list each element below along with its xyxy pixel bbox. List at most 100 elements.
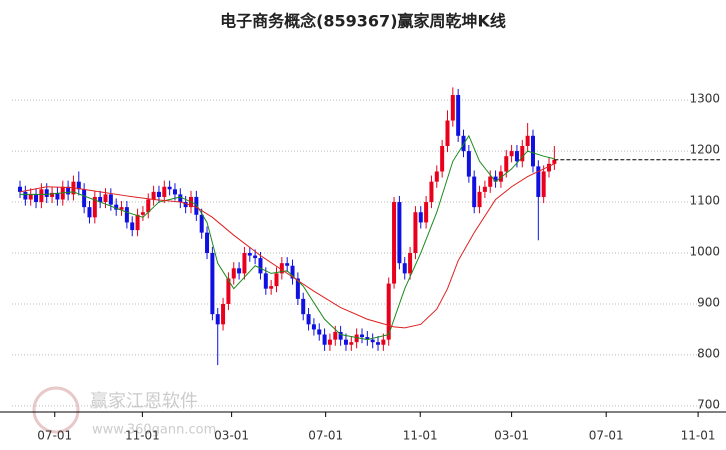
candle-body — [466, 151, 471, 177]
candle-body — [146, 199, 151, 213]
candle-body — [381, 339, 386, 345]
candle-body — [18, 186, 23, 192]
candle-body — [290, 265, 295, 279]
x-tick-label: 03-01 — [494, 429, 529, 443]
candle-body — [413, 212, 418, 254]
x-tick-label: 07-01 — [37, 429, 72, 443]
moving-average — [20, 134, 555, 341]
y-tick-label: 1100 — [689, 194, 720, 208]
candle-body — [359, 334, 364, 338]
chart-title: 电子商务概念(859367)赢家周乾坤K线 — [220, 12, 506, 31]
candle-body — [258, 258, 263, 274]
candle-body — [247, 253, 252, 256]
candle-body — [440, 145, 445, 172]
candle-body — [130, 222, 135, 231]
x-tick-label: 11-01 — [403, 429, 438, 443]
candle-body — [210, 253, 215, 315]
y-tick-label: 1000 — [689, 245, 720, 259]
watermark: www.360gann.com — [92, 423, 216, 438]
candle-body — [402, 263, 407, 274]
candle-body — [504, 156, 509, 172]
candle-body — [354, 334, 359, 343]
candle-body — [279, 263, 284, 274]
candle-body — [365, 337, 370, 340]
candle-body — [327, 339, 332, 345]
watermark: 赢家江恩软件 — [90, 390, 198, 412]
candle-body — [172, 189, 177, 195]
candle-body — [140, 212, 145, 215]
candle-body — [162, 186, 167, 197]
candle-body — [338, 331, 343, 340]
candle-body — [274, 273, 279, 287]
candle-body — [194, 196, 199, 215]
candle-body — [418, 212, 423, 223]
candle-body — [242, 253, 247, 274]
candle-body — [552, 159, 557, 164]
candle-body — [87, 207, 92, 218]
candle-body — [472, 176, 477, 208]
candle-body — [124, 207, 129, 223]
candle-body — [199, 214, 204, 233]
candle-body — [349, 342, 354, 345]
candle-body — [231, 268, 236, 279]
candle-body — [514, 151, 519, 162]
candle-body — [477, 191, 482, 208]
candle-body — [306, 314, 311, 325]
candle-body — [39, 189, 44, 203]
candle-body — [370, 339, 375, 343]
moving-average — [19, 163, 555, 329]
candle-body — [530, 135, 535, 167]
candle-body — [119, 207, 124, 210]
candle-body — [434, 171, 439, 182]
candle-body — [536, 166, 541, 197]
candle-body — [498, 171, 503, 182]
candle-body — [392, 202, 397, 284]
candle-body — [66, 186, 71, 195]
candle-body — [156, 191, 161, 197]
candle-body — [525, 135, 530, 146]
candle-body — [215, 314, 220, 325]
candle-body — [178, 194, 183, 203]
candle-body — [108, 194, 113, 205]
candle-body — [55, 192, 60, 200]
candle-body — [23, 191, 28, 200]
candle-body — [263, 273, 268, 289]
candle-body — [34, 194, 39, 203]
candle-body — [493, 176, 498, 182]
candle-body — [98, 196, 103, 203]
x-tick-label: 07-01 — [308, 429, 343, 443]
candle-body — [482, 186, 487, 192]
x-tick-label: 07-01 — [589, 429, 624, 443]
candle-body — [317, 329, 322, 335]
candle-body — [456, 95, 461, 136]
y-tick-label: 900 — [697, 295, 720, 309]
y-tick-label: 700 — [697, 397, 720, 411]
candle-body — [386, 283, 391, 340]
candle-body — [333, 331, 338, 340]
candle-body — [343, 339, 348, 345]
candle-body — [424, 202, 429, 223]
candle-body — [429, 181, 434, 203]
candle-body — [541, 171, 546, 197]
candle-body — [376, 342, 381, 345]
candle-body — [167, 186, 172, 190]
candle-body — [151, 191, 156, 200]
candle-body — [253, 255, 258, 259]
candle-body — [301, 298, 306, 315]
candle-body — [226, 278, 231, 304]
candle-body — [509, 151, 514, 157]
candle-body — [76, 181, 81, 190]
candle-body — [547, 163, 552, 172]
candle-body — [450, 95, 455, 121]
candle-body — [488, 176, 493, 187]
candle-body — [50, 192, 55, 197]
candle-body — [322, 334, 327, 345]
candle-body — [44, 189, 49, 197]
y-tick-label: 1200 — [689, 143, 720, 157]
candle-body — [103, 194, 108, 203]
x-tick-label: 03-01 — [214, 429, 249, 443]
candle-body — [92, 196, 97, 218]
candle-body — [114, 204, 119, 210]
candle-body — [311, 324, 316, 330]
